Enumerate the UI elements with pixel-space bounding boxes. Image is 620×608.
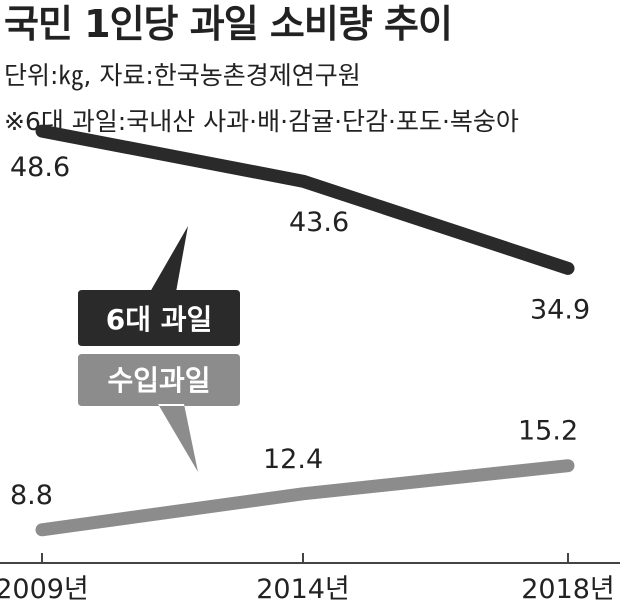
chart-title: 국민 1인당 과일 소비량 추이 [4,2,453,46]
value-label-imported-2009: 8.8 [10,480,53,511]
value-label-domestic-2009: 48.6 [10,152,70,183]
x-tick-label-2014: 2014년 [256,574,350,605]
value-label-imported-2018: 15.2 [518,416,578,447]
fruit-definition-note: ※6대 과일:국내산 사과·배·감귤·단감·포도·복숭아 [4,107,519,136]
unit-source-note: 단위:㎏, 자료:한국농촌경제연구원 [4,61,361,90]
legend-text-domestic: 6대 과일 [106,303,213,336]
x-tick-label-2018: 2018년 [521,574,615,605]
series-line-imported [35,459,575,537]
legend-bubble-imported [78,354,240,472]
value-label-imported-2014: 12.4 [263,444,323,475]
x-tick-label-2009: 2009년 [0,574,89,605]
legend-bubble-domestic [78,226,240,346]
legend-label-domestic: 6대 과일 [78,226,240,346]
series-line-domestic [35,124,575,275]
legend-text-imported: 수입과일 [107,364,210,397]
value-label-domestic-2014: 43.6 [289,207,349,238]
value-label-domestic-2018: 34.9 [530,294,590,325]
legend-label-imported: 수입과일 [78,354,240,472]
